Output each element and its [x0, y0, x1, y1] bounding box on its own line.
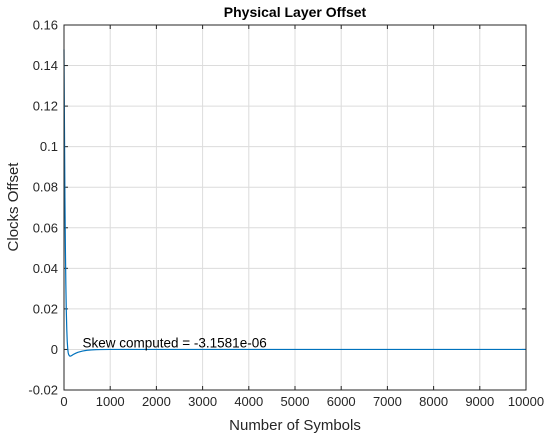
y-tick-label: 0.02: [33, 301, 58, 316]
plot-frame: [63, 24, 527, 391]
x-tick-label: 0: [60, 394, 67, 409]
y-tick-label: 0.12: [33, 99, 58, 114]
x-tick-label: 7000: [373, 394, 402, 409]
x-tick-label: 1000: [96, 394, 125, 409]
y-tick-label: 0.16: [33, 18, 58, 33]
x-tick-label: 8000: [419, 394, 448, 409]
x-axis-label: Number of Symbols: [229, 417, 361, 434]
x-tick-label: 9000: [465, 394, 494, 409]
y-tick-label: 0.1: [40, 139, 58, 154]
annotation-skew: Skew computed = -3.1581e-06: [82, 335, 266, 350]
y-tick-label: 0: [51, 342, 58, 357]
x-tick-label: 5000: [281, 394, 310, 409]
y-tick-label: 0.04: [33, 261, 58, 276]
chart-title: Physical Layer Offset: [224, 4, 367, 20]
y-tick-labels: -0.02 0 0.02 0.04 0.06 0.08 0.1 0.12 0.14 0.16: [28, 18, 58, 398]
y-tick-label: 0.14: [33, 58, 58, 73]
series-line: [63, 49, 526, 357]
y-axis-label: Clocks Offset: [5, 162, 22, 252]
x-tick-label: 4000: [234, 394, 263, 409]
x-tick-label: 10000: [508, 394, 544, 409]
x-tick-label: 3000: [188, 394, 217, 409]
y-tick-label: 0.06: [33, 220, 58, 235]
y-tick-label: 0.08: [33, 180, 58, 195]
x-tick-label: 2000: [142, 394, 171, 409]
x-tick-labels: 0 1000 2000 3000 4000 5000 6000 7000 8000 9000 100…: [60, 394, 544, 409]
series-layer: [63, 49, 526, 357]
y-tick-label: -0.02: [28, 383, 58, 398]
x-tick-label: 6000: [327, 394, 356, 409]
